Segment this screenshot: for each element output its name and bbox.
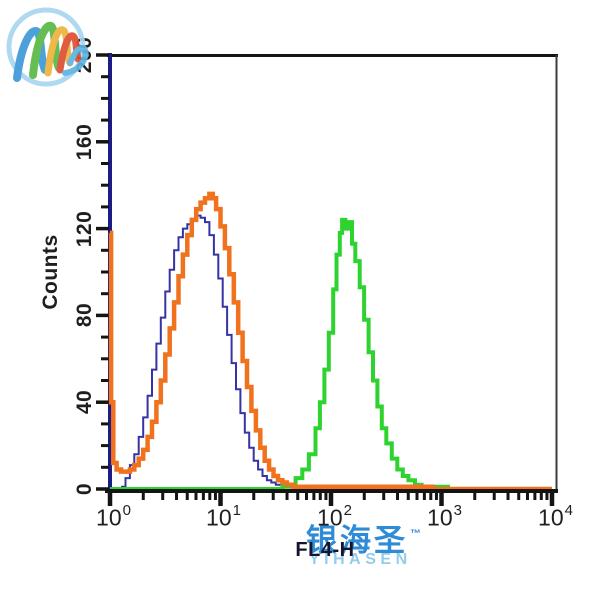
x-axis-title: FL4-H [295,539,355,561]
y-axis-title: Counts [39,234,62,310]
curve-orange [108,191,552,492]
watermark-brand-cn: 银海圣 [306,523,408,558]
y-tick-label-0: 0 [73,482,96,496]
watermark-ribbon-yellow [44,26,74,77]
curve-blue [121,214,552,490]
watermark-logo [6,7,89,87]
y-axis-ticks [96,53,109,491]
x-tick-label-1e1: 101 [206,502,241,531]
x-tick-label-1e3: 103 [427,502,462,531]
y-tick-label-160: 160 [73,123,96,161]
watermark-brand: 银海圣 ™ [306,515,421,560]
y-tick-label-120: 120 [73,210,96,248]
watermark-tm: ™ [410,528,421,540]
watermark-brand-en: YIHASEN [309,551,412,568]
x-tick-label-1e2: 102 [317,502,352,531]
x-axis-ticks [107,492,555,506]
x-tick-label-1e0: 100 [96,502,131,531]
curve-green [110,217,552,491]
x-tick-label-1e4: 104 [538,502,573,531]
histogram-curves [108,191,552,492]
watermark-ribbon-lightblue [62,45,89,76]
watermark-ribbon-green [29,21,63,79]
y-tick-label-40: 40 [73,389,96,415]
watermark-ribbon-blue [13,27,49,82]
y-tick-label-80: 80 [73,302,96,328]
